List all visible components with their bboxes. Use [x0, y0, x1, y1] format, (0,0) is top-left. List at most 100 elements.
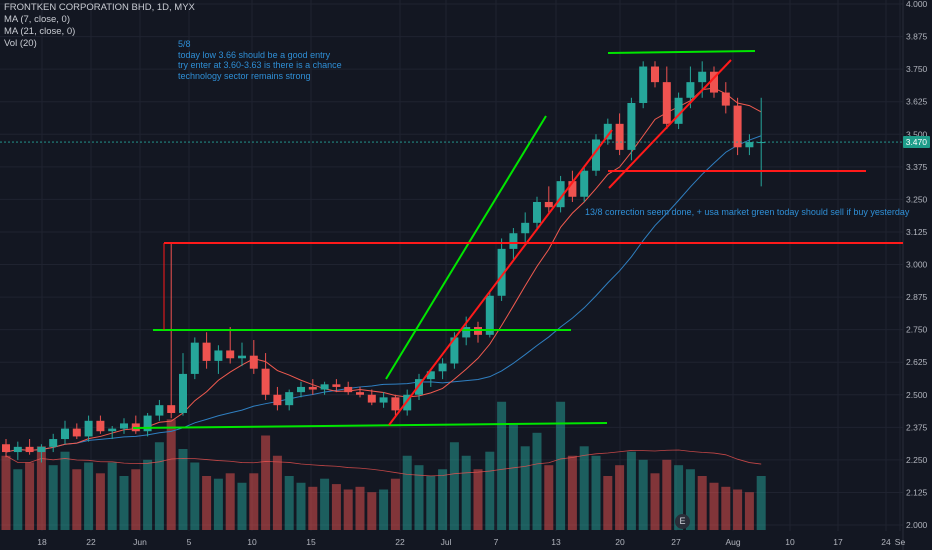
volume-ma-line: [5, 449, 762, 477]
volume-bar: [202, 476, 212, 530]
volume-bar: [556, 401, 566, 530]
volume-bar: [426, 476, 436, 530]
candle-body: [568, 181, 577, 197]
volume-bar: [579, 446, 589, 530]
volume-bar: [650, 473, 660, 530]
candle-body: [261, 368, 270, 395]
candle-body: [13, 446, 22, 453]
candle-body: [308, 386, 317, 390]
trend-line-green-up: [385, 115, 547, 380]
candle-body: [379, 397, 388, 403]
candle-body: [603, 123, 612, 140]
y-tick-label: 2.250: [906, 455, 928, 465]
volume-bar: [449, 442, 459, 530]
support-line-green: [132, 422, 608, 429]
volume-bar: [261, 435, 271, 530]
y-tick-label: 2.750: [906, 325, 928, 335]
y-tick-label: 3.125: [906, 227, 928, 237]
volume-bar: [343, 489, 353, 530]
y-tick-label: 2.500: [906, 390, 928, 400]
candle-body: [37, 446, 46, 453]
x-tick-label: 5: [187, 537, 192, 547]
x-tick-label: Aug: [725, 537, 740, 547]
volume-bar: [615, 465, 625, 530]
candle-body: [544, 201, 553, 208]
candle-body: [96, 420, 105, 432]
annotation-note-2: 13/8 correction seem done, + usa market …: [585, 207, 910, 217]
volume-bar: [131, 469, 141, 530]
earnings-badge[interactable]: E: [675, 514, 690, 529]
volume-bar: [190, 462, 200, 530]
candle-body: [462, 327, 471, 338]
candle-body: [297, 386, 305, 393]
candle-body: [698, 71, 707, 83]
candle-body: [356, 392, 364, 395]
candle-body: [533, 201, 541, 223]
volume-bar: [95, 473, 105, 530]
volume-bar: [414, 465, 424, 530]
top-line-green: [607, 50, 756, 54]
volume-bar: [402, 455, 412, 530]
note1-line1: 5/8: [178, 39, 191, 49]
volume-bar: [72, 469, 82, 530]
volume-bar: [438, 469, 448, 530]
y-tick-label: 2.375: [906, 422, 928, 432]
volume-bar: [544, 465, 554, 530]
volume-bar: [567, 455, 577, 530]
y-tick-label: 3.250: [906, 194, 928, 204]
candle-body: [497, 248, 506, 296]
volume-bar: [154, 442, 164, 530]
note1-line3: try enter at 3.60-3.63 is there is a cha…: [178, 60, 342, 70]
y-tick-label: 3.000: [906, 260, 928, 270]
candle-body: [521, 222, 530, 234]
y-tick-label: 3.625: [906, 97, 928, 107]
trend-line-red-upper: [608, 59, 732, 189]
x-tick-label: 7: [494, 537, 499, 547]
candle-body: [580, 170, 589, 197]
y-tick-label: 2.875: [906, 292, 928, 302]
volume-bar: [744, 492, 754, 530]
y-tick-label: 3.500: [906, 129, 928, 139]
candle-body: [2, 444, 10, 453]
candle-body: [120, 423, 128, 429]
y-tick-label: 3.875: [906, 32, 928, 42]
candle-body: [143, 415, 152, 432]
volume-bar: [473, 469, 483, 530]
volume-bar: [107, 462, 117, 530]
candle-body: [155, 405, 164, 416]
y-tick-label: 2.000: [906, 520, 928, 530]
candle-body: [249, 355, 258, 369]
volume-bar: [520, 446, 530, 530]
candle-body: [627, 102, 636, 150]
volume-bar: [284, 476, 294, 530]
candle-body: [84, 420, 93, 437]
candle-body: [226, 350, 235, 359]
annotation-note-1: 5/8 today low 3.66 should be a good entr…: [178, 39, 342, 81]
volume-bar: [497, 401, 507, 530]
candle-body: [25, 446, 34, 453]
candle-body: [320, 384, 329, 390]
candle-body: [179, 373, 187, 413]
x-tick-label: 13: [551, 537, 561, 547]
candle-body: [615, 123, 624, 150]
x-tick-label: 17: [833, 537, 843, 547]
volume-bar: [13, 469, 23, 530]
note1-line2: today low 3.66 should be a good entry: [178, 49, 331, 60]
volume-bar: [603, 476, 613, 530]
candle-body: [426, 371, 435, 380]
candle-body: [167, 405, 176, 413]
volume-bar: [1, 455, 11, 530]
volume-bar: [461, 455, 471, 530]
candle-body: [639, 66, 648, 103]
volume-bar: [733, 489, 743, 530]
candle-body: [438, 363, 447, 372]
x-tick-label: 22: [395, 537, 405, 547]
ma21-label: MA (21, close, 0): [4, 26, 76, 37]
y-tick-label: 3.375: [906, 162, 928, 172]
chart-legend: FRONTKEN CORPORATION BHD, 1D, MYX MA (7,…: [4, 2, 195, 50]
volume-bar: [36, 446, 46, 530]
x-tick-label: 22: [86, 537, 96, 547]
candle-body: [202, 342, 211, 361]
candle-body: [367, 394, 376, 403]
